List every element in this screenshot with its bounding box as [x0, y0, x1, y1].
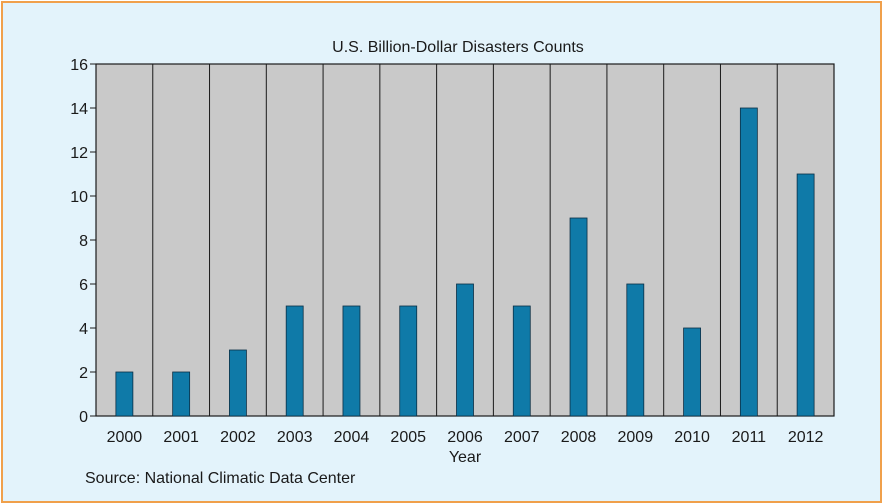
- bar-2012: [796, 173, 815, 417]
- bar-2005: [399, 305, 418, 417]
- bar-2009: [626, 283, 645, 417]
- x-tick-label: 2009: [618, 429, 654, 446]
- bar-2006: [456, 283, 474, 417]
- x-tick-label: 2011: [732, 429, 767, 446]
- bar-2000: [115, 371, 134, 417]
- y-axis-ticks: 0 2 4 6 8 10 12 14 16: [70, 57, 96, 426]
- chart-title: U.S. Billion-Dollar Disasters Counts: [332, 39, 584, 56]
- y-tick-label: 14: [70, 101, 88, 118]
- x-tick-label: 2000: [107, 429, 143, 446]
- x-tick-label: 2004: [334, 429, 370, 446]
- x-tick-label: 2002: [220, 429, 256, 446]
- y-tick-label: 8: [79, 233, 88, 250]
- y-tick-label: 12: [70, 145, 88, 162]
- y-tick-label: 16: [70, 57, 88, 74]
- bar-2008: [569, 217, 588, 417]
- y-tick-label: 0: [79, 409, 88, 426]
- x-tick-label: 2003: [277, 429, 313, 446]
- x-tick-label: 2010: [674, 429, 710, 446]
- bar-2011: [739, 107, 758, 417]
- category-separators: [152, 64, 778, 416]
- bar-2003: [285, 305, 304, 417]
- bars: [115, 107, 815, 417]
- x-tick-label: 2001: [163, 429, 199, 446]
- bar-2007: [512, 305, 531, 417]
- y-tick-label: 6: [79, 277, 88, 294]
- y-tick-label: 4: [79, 321, 88, 338]
- x-tick-label: 2006: [447, 429, 483, 446]
- bar-2002: [229, 349, 247, 417]
- x-tick-label: 2008: [561, 429, 597, 446]
- bar-2001: [172, 371, 191, 417]
- x-axis-label: Year: [449, 449, 482, 466]
- bar-2004: [342, 305, 361, 417]
- x-tick-label: 2012: [788, 429, 824, 446]
- y-tick-label: 2: [79, 365, 88, 382]
- x-tick-label: 2005: [390, 429, 426, 446]
- source-note: Source: National Climatic Data Center: [85, 470, 356, 487]
- bar-2010: [683, 327, 701, 417]
- x-axis-ticks: 2000 2001 2002 2003 2004 2005 2006 2007 2008 2009…: [107, 429, 824, 446]
- x-tick-label: 2007: [504, 429, 540, 446]
- y-tick-label: 10: [70, 189, 88, 206]
